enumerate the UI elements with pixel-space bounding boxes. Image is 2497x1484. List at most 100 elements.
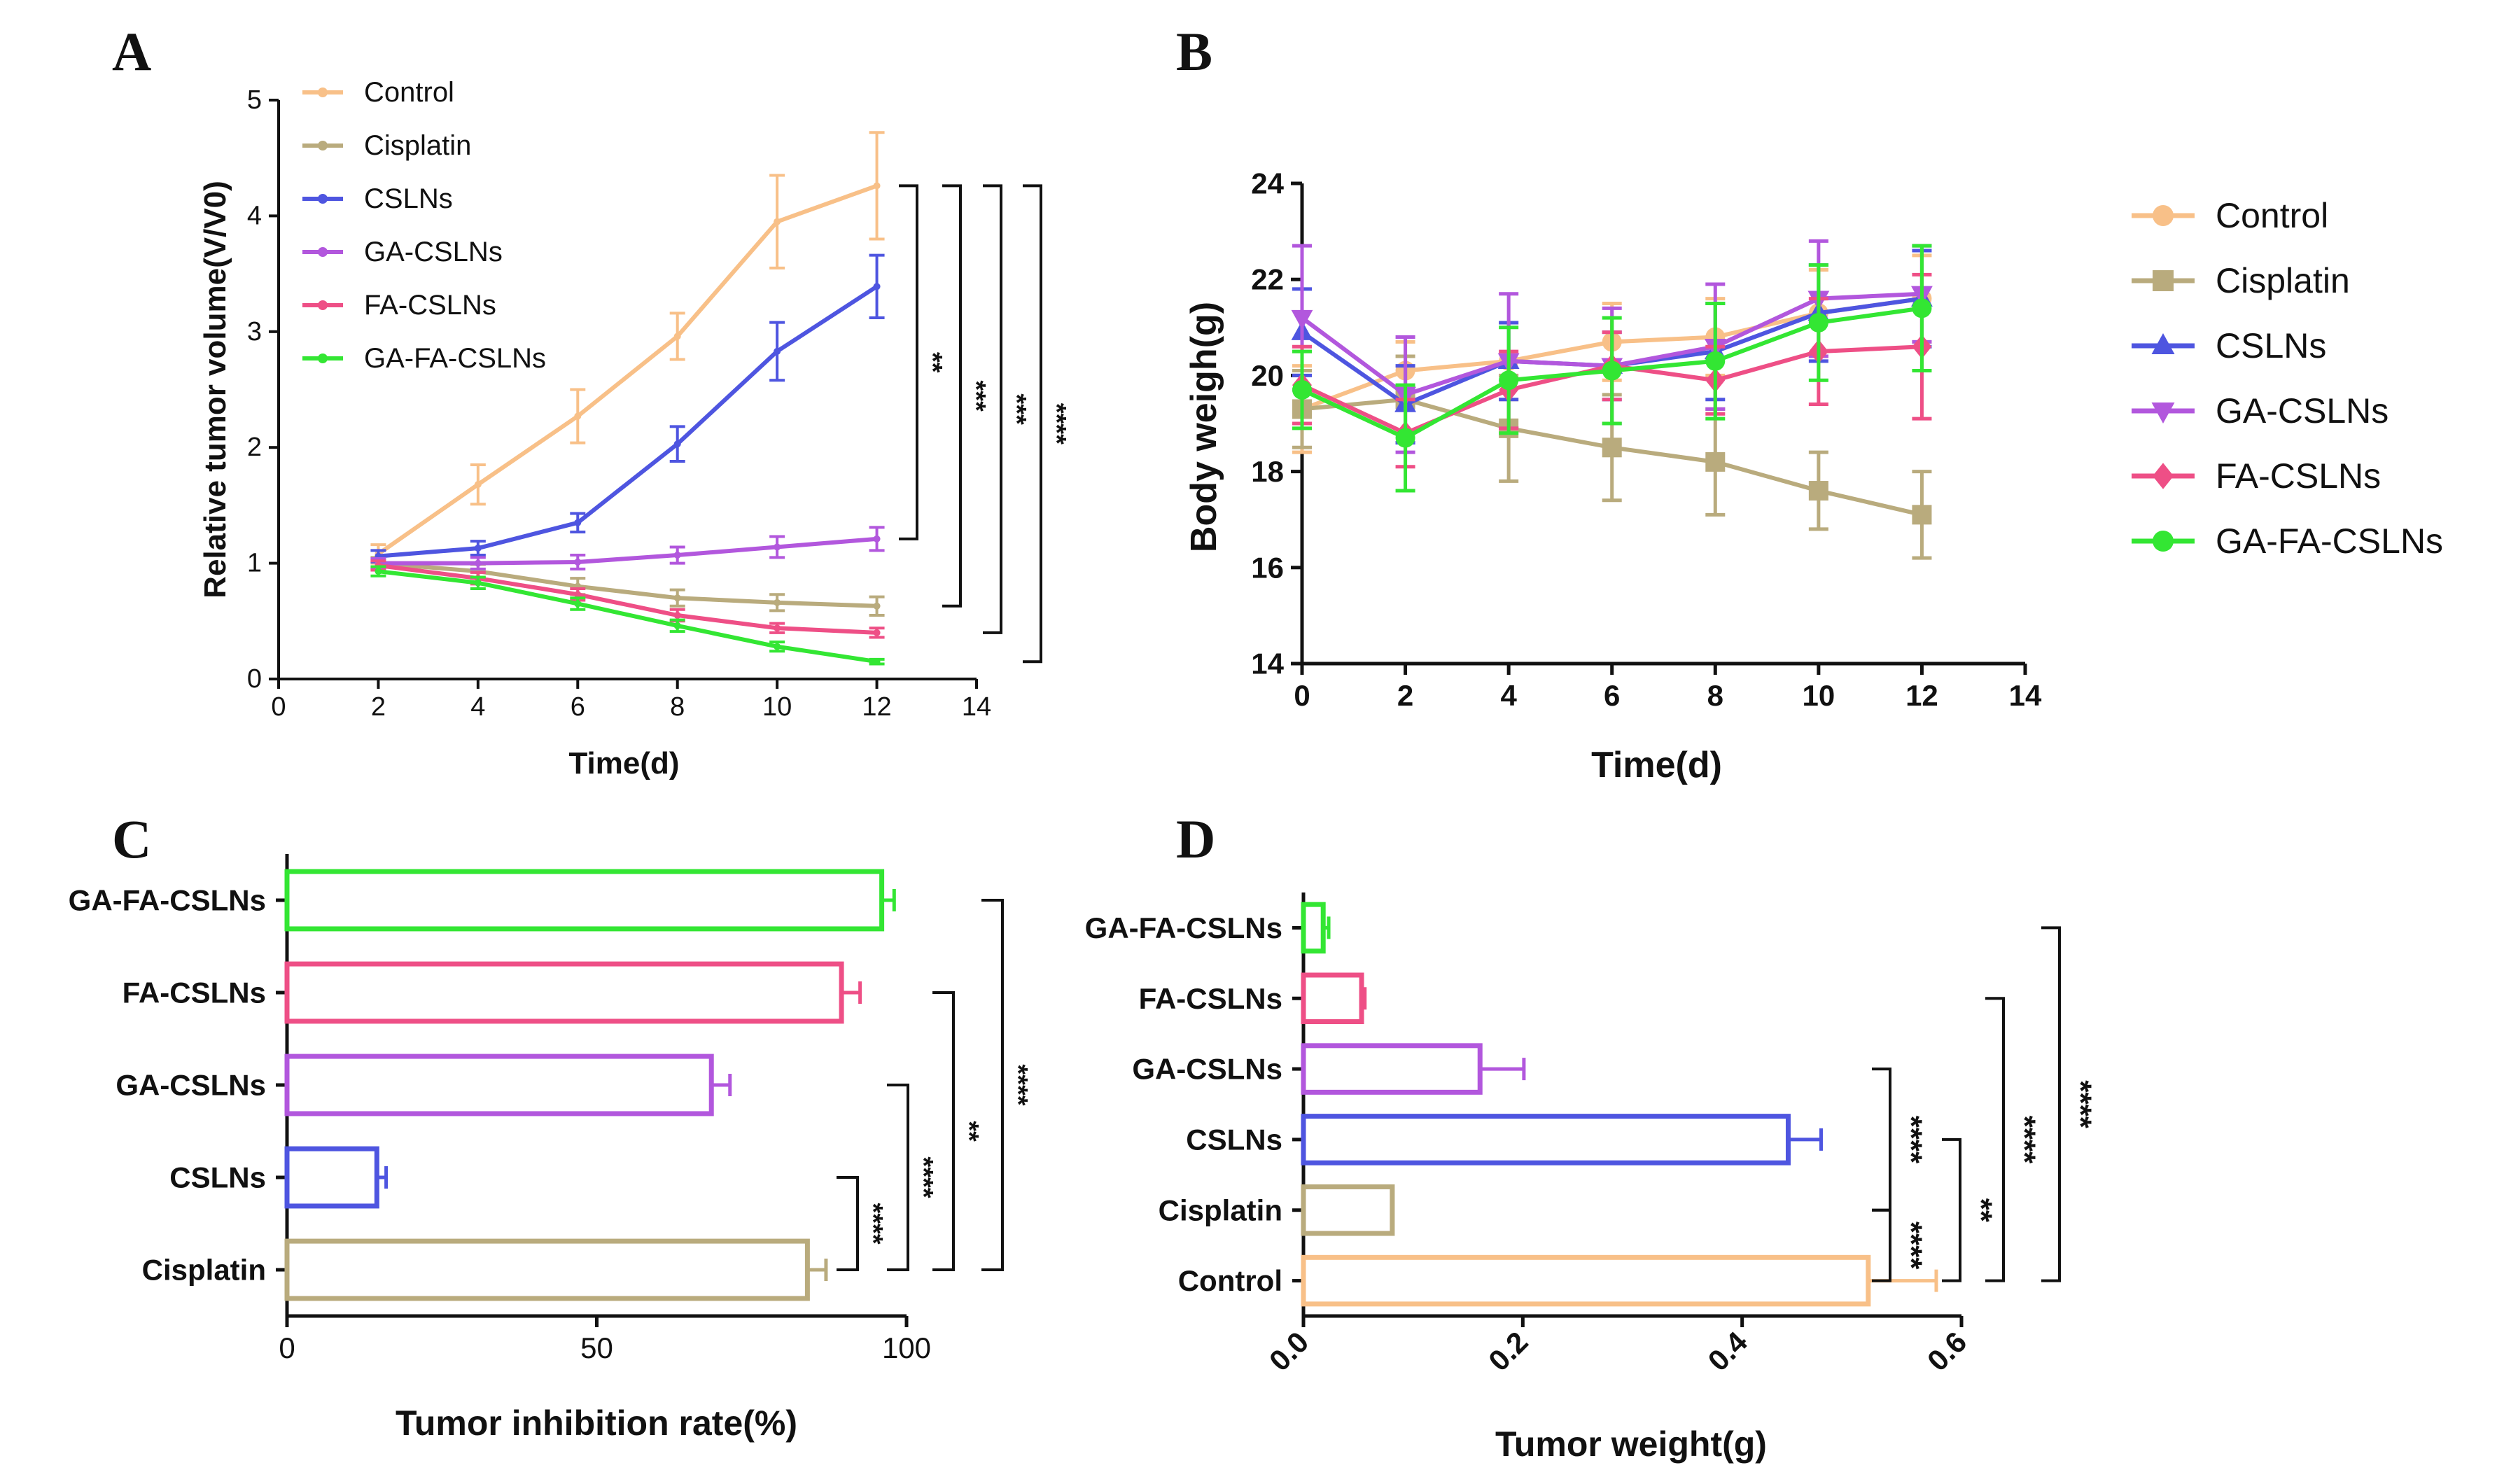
significance-label-2: ***: [1002, 393, 1031, 425]
category-label-fa-cslns: FA-CSLNs: [123, 976, 266, 1009]
legend-label: Cisplatin: [364, 130, 471, 161]
significance-label-3: ****: [1003, 1064, 1033, 1105]
legend-marker: [318, 300, 328, 310]
error-bar-fa-cslns: [841, 981, 862, 1004]
data-point-ga-fa-cslns: [1808, 312, 1828, 332]
data-point-ga-fa-cslns: [1499, 370, 1519, 391]
significance-label-1: ***: [961, 380, 991, 412]
legend-label: Control: [2216, 196, 2328, 235]
data-point-ga-fa-cslns: [1602, 360, 1622, 381]
data-point-cisplatin: [873, 602, 881, 610]
legend-marker: [2153, 531, 2174, 552]
data-point-ga-fa-cslns: [774, 643, 781, 650]
x-axis-title: Tumor weight(g): [1495, 1424, 1767, 1464]
data-point-control: [474, 481, 482, 489]
significance-label-0: ****: [858, 1203, 888, 1244]
y-tick-label: 0: [247, 664, 262, 694]
x-tick-label: 50: [580, 1331, 613, 1364]
series-ga-cslns: [370, 526, 885, 570]
legend-label: GA-CSLNs: [364, 237, 503, 267]
legend-marker: [318, 88, 328, 97]
data-point-ga-cslns: [873, 535, 881, 542]
significance-label-1: ****: [909, 1156, 938, 1198]
category-label-cslns: CSLNs: [169, 1161, 266, 1194]
significance-bracket-4: [2041, 926, 2061, 1282]
y-tick-label: 24: [1251, 167, 1284, 200]
data-point-control: [774, 218, 781, 225]
error-bar-ga-cslns: [711, 1074, 732, 1096]
y-axis-title: Relative tumor volume(V/V0): [198, 181, 232, 598]
series-cisplatin: [1292, 354, 1932, 560]
data-point-ga-cslns: [673, 552, 681, 559]
panel-letter-a: A: [112, 21, 151, 82]
significance-bracket-2: [983, 184, 1002, 634]
significance-label-3: ****: [2008, 1116, 2042, 1164]
x-tick-label: 0.0: [1263, 1325, 1315, 1378]
legend-label: GA-CSLNs: [2216, 391, 2388, 430]
category-label-ga-fa-cslns: GA-FA-CSLNs: [1085, 911, 1282, 944]
data-point-control: [873, 182, 881, 190]
y-tick-label: 2: [247, 433, 262, 462]
legend-label: CSLNs: [364, 183, 453, 214]
x-tick-label: 0: [279, 1331, 295, 1364]
bar-ga-fa-cslns: [284, 869, 885, 932]
bar-cslns: [1301, 1114, 1791, 1166]
significance-bracket-2: [1942, 1138, 1961, 1282]
y-tick-label: 16: [1251, 551, 1284, 584]
x-axis-title: Time(d): [1591, 745, 1722, 785]
significance-bracket-0: [1872, 1068, 1891, 1212]
chart-panel-d: Control Cisplatin CSLNs GA-CSLNs FA-CSLNs GA-…: [1085, 892, 2098, 1464]
x-tick-label: 6: [571, 692, 585, 722]
error-bar-ga-fa-cslns: [881, 889, 896, 911]
data-point-ga-fa-cslns: [673, 622, 681, 629]
category-label-ga-cslns: GA-CSLNs: [1132, 1053, 1282, 1086]
significance-label-4: ****: [2064, 1080, 2098, 1128]
bar-group-cisplatin: Cisplatin: [1159, 1184, 1395, 1236]
x-tick-label: 12: [862, 692, 891, 722]
data-point-cisplatin: [673, 594, 681, 602]
panel-letter-b: B: [1176, 21, 1212, 82]
significance-bracket-1: [942, 184, 962, 608]
data-point-fa-cslns: [673, 612, 681, 620]
legend-marker: [2151, 402, 2175, 424]
error-bar-cisplatin: [807, 1259, 828, 1281]
significance-bracket-0: [899, 184, 918, 540]
legend-marker: [2153, 463, 2174, 489]
significance-bracket-3: [981, 899, 1004, 1271]
x-tick-label: 0: [271, 692, 286, 722]
x-tick-label: 10: [762, 692, 792, 722]
bar-group-cslns: CSLNs: [169, 1146, 389, 1209]
data-point-cslns: [574, 519, 582, 526]
data-point-control: [574, 412, 582, 420]
data-point-ga-cslns: [474, 559, 482, 567]
category-label-fa-cslns: FA-CSLNs: [1139, 982, 1282, 1015]
error-bar-ga-fa-cslns: [1323, 916, 1331, 939]
x-tick-label: 0.4: [1702, 1325, 1754, 1378]
significance-bracket-2: [932, 991, 955, 1271]
data-point-cslns: [873, 283, 881, 290]
series-line-ga-cslns: [378, 536, 877, 566]
y-tick-label: 5: [247, 85, 262, 115]
error-bar-fa-cslns: [1362, 987, 1367, 1010]
data-point-ga-fa-cslns: [375, 568, 382, 575]
y-tick-label: 20: [1251, 359, 1284, 392]
legend-marker: [318, 247, 328, 257]
y-tick-label: 14: [1251, 648, 1284, 680]
significance-bracket-3: [1985, 997, 2005, 1282]
bar-group-fa-cslns: FA-CSLNs: [123, 961, 862, 1024]
bar-group-ga-cslns: GA-CSLNs: [1132, 1043, 1526, 1095]
category-label-cisplatin: Cisplatin: [1159, 1194, 1282, 1226]
y-axis-title: Body weigh(g): [1184, 302, 1224, 552]
panel-letter-c: C: [112, 808, 151, 869]
legend-marker: [318, 141, 328, 150]
data-point-fa-cslns: [574, 591, 582, 598]
x-tick-label: 0.6: [1921, 1325, 1973, 1378]
significance-bracket-0: [837, 1176, 859, 1271]
bar-cslns: [284, 1146, 379, 1209]
series-line-cslns: [378, 284, 879, 559]
panel-letter-d: D: [1176, 808, 1215, 869]
x-tick-label: 100: [882, 1331, 931, 1364]
data-point-cisplatin: [1602, 438, 1622, 458]
